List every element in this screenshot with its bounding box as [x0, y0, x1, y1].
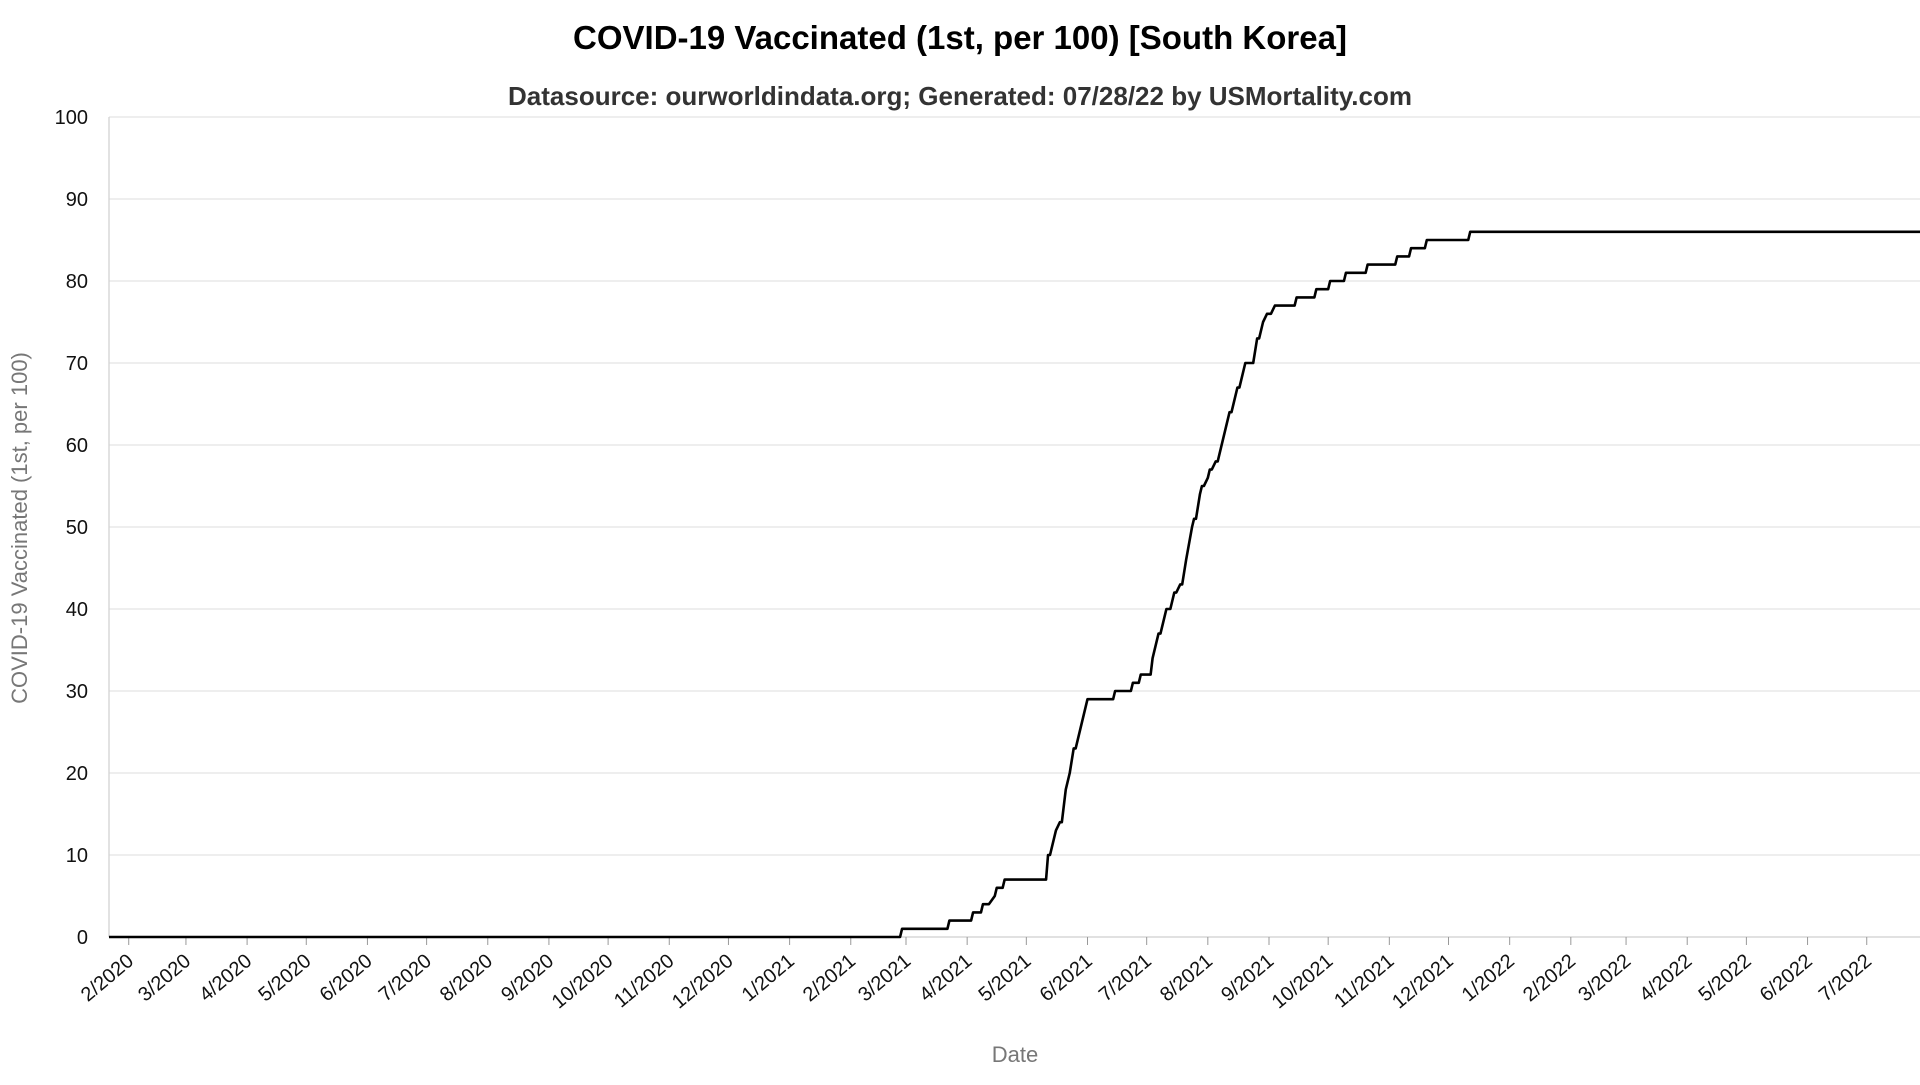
y-tick-label: 100 [55, 107, 88, 129]
y-tick-label: 90 [66, 189, 88, 211]
x-tick-label: 4/2022 [1635, 950, 1696, 1006]
x-tick-label: 11/2020 [610, 950, 678, 1012]
y-tick-label: 80 [66, 271, 88, 293]
y-tick-label: 20 [66, 763, 88, 785]
y-tick-label: 30 [66, 681, 88, 703]
series-layer [109, 230, 1920, 939]
x-tick-label: 7/2022 [1815, 950, 1876, 1006]
y-tick-label: 40 [66, 599, 88, 621]
y-tick-label: 60 [66, 435, 88, 457]
y-axis-label: COVID-19 Vaccinated (1st, per 100) [7, 352, 32, 704]
x-tick-label: 1/2021 [738, 950, 799, 1006]
x-tick-label: 10/2021 [1268, 950, 1338, 1013]
chart-subtitle: Datasource: ourworldindata.org; Generate… [508, 81, 1412, 111]
x-tick-label: 4/2021 [915, 950, 976, 1006]
x-tick-label: 12/2021 [1388, 950, 1458, 1013]
x-tick-label: 2/2020 [77, 950, 138, 1006]
x-tick-label: 10/2020 [548, 950, 618, 1013]
x-tick-label: 2/2021 [799, 950, 860, 1006]
chart-title: COVID-19 Vaccinated (1st, per 100) [Sout… [573, 19, 1347, 56]
x-tick-label: 7/2021 [1095, 950, 1156, 1006]
x-tick-label: 7/2020 [375, 950, 436, 1006]
x-tick-label: 6/2022 [1756, 950, 1817, 1006]
x-tick-label: 3/2022 [1574, 950, 1635, 1006]
x-tick-label: 5/2021 [975, 950, 1036, 1006]
x-tick-label: 12/2020 [668, 950, 738, 1013]
x-tick-label: 4/2020 [195, 950, 256, 1006]
x-tick-label: 1/2022 [1458, 950, 1519, 1006]
x-tick-label: 5/2020 [254, 950, 315, 1006]
x-tick-label: 2/2022 [1519, 950, 1580, 1006]
x-tick-label: 11/2021 [1330, 950, 1398, 1012]
x-axis-label: Date [992, 1042, 1038, 1067]
x-tick-label: 8/2020 [436, 950, 497, 1006]
grid-lines [109, 116, 1920, 938]
x-tick-label: 6/2021 [1036, 950, 1097, 1006]
y-tick-label: 0 [77, 927, 88, 949]
y-tick-label: 10 [66, 845, 88, 867]
series-line [109, 230, 1920, 939]
y-axis-ticks: 0 10 20 30 40 50 60 70 80 90 100 [55, 107, 88, 949]
y-tick-label: 50 [66, 517, 88, 539]
y-tick-label: 70 [66, 353, 88, 375]
x-tick-label: 6/2020 [316, 950, 377, 1006]
x-tick-label: 3/2020 [134, 950, 195, 1006]
x-tick-label: 8/2021 [1156, 950, 1217, 1006]
x-tick-label: 3/2021 [854, 950, 915, 1006]
x-tick-label: 5/2022 [1695, 950, 1756, 1006]
